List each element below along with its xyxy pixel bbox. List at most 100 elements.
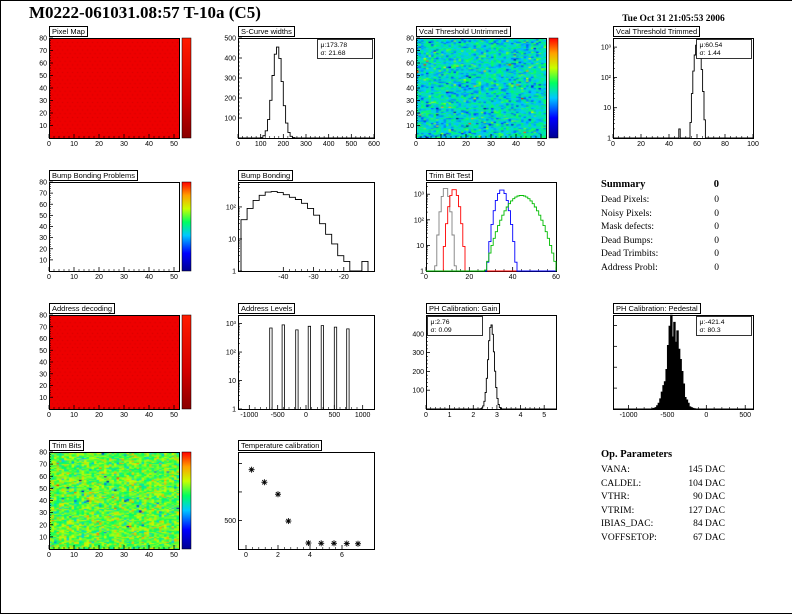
svg-text:20: 20 bbox=[95, 274, 103, 281]
svg-text:50: 50 bbox=[39, 73, 47, 80]
svg-text:10: 10 bbox=[70, 141, 78, 148]
op-param-row-caldel: CALDEL: 104 DAC bbox=[601, 478, 725, 492]
svg-text:μ:2.76: μ:2.76 bbox=[431, 319, 450, 326]
summary-row-address-probl: Address Probl: 0 bbox=[601, 262, 719, 276]
svg-text:500: 500 bbox=[224, 36, 236, 43]
summary-row-dead-trimbits: Dead Trimbits: 0 bbox=[601, 248, 719, 262]
svg-text:500: 500 bbox=[345, 141, 357, 148]
svg-text:0: 0 bbox=[244, 552, 248, 559]
svg-text:1000: 1000 bbox=[355, 412, 371, 419]
svg-text:20: 20 bbox=[95, 412, 103, 419]
svg-text:60: 60 bbox=[39, 474, 47, 481]
svg-text:500: 500 bbox=[739, 412, 751, 419]
summary-header-value: 0 bbox=[713, 179, 719, 190]
summary-value: 0 bbox=[714, 208, 719, 219]
svg-text:20: 20 bbox=[39, 111, 47, 118]
svg-text:σ: 80.3: σ: 80.3 bbox=[700, 327, 721, 334]
svg-text:0: 0 bbox=[47, 274, 51, 281]
svg-text:70: 70 bbox=[39, 324, 47, 331]
svg-text:2: 2 bbox=[471, 412, 475, 419]
svg-text:μ:60.54: μ:60.54 bbox=[700, 42, 723, 49]
svg-text:20: 20 bbox=[462, 141, 470, 148]
op-param-value: 90 DAC bbox=[693, 492, 725, 502]
svg-text:10: 10 bbox=[228, 378, 236, 385]
svg-text:3: 3 bbox=[495, 412, 499, 419]
svg-text:70: 70 bbox=[39, 191, 47, 198]
summary-value: 0 bbox=[714, 235, 719, 246]
op-param-label: CALDEL: bbox=[601, 478, 642, 489]
svg-text:80: 80 bbox=[721, 141, 729, 148]
svg-text:20: 20 bbox=[406, 111, 414, 118]
svg-text:-500: -500 bbox=[271, 412, 285, 419]
svg-text:5: 5 bbox=[542, 412, 546, 419]
svg-text:1: 1 bbox=[232, 407, 236, 414]
svg-text:30: 30 bbox=[406, 98, 414, 105]
summary-label: Dead Trimbits: bbox=[601, 249, 659, 259]
svg-text:1: 1 bbox=[232, 269, 236, 276]
svg-text:80: 80 bbox=[39, 36, 47, 43]
svg-text:0: 0 bbox=[611, 141, 615, 148]
svg-text:30: 30 bbox=[120, 412, 128, 419]
svg-text:10: 10 bbox=[416, 243, 424, 250]
svg-text:40: 40 bbox=[39, 360, 47, 367]
svg-text:50: 50 bbox=[170, 141, 178, 148]
plot-bump-problems: 0 10 20 30 40 50 10 20 30 40 50 60 70 80 bbox=[39, 180, 192, 281]
summary-value: 0 bbox=[714, 195, 719, 205]
svg-text:6: 6 bbox=[340, 552, 344, 559]
svg-text:40: 40 bbox=[39, 498, 47, 505]
plot-title-address-decoding: Address decoding bbox=[49, 303, 116, 314]
svg-text:10³: 10³ bbox=[601, 45, 612, 52]
svg-text:20: 20 bbox=[95, 552, 103, 559]
plot-vcal-trimmed: 0 20 40 60 80 100 1 10 10² 10³ μ:60.54σ: 1.44 bbox=[601, 38, 759, 148]
plot-title-temperature-calibration: Temperature calibration bbox=[238, 440, 323, 451]
summary-label: Mask defects: bbox=[601, 222, 655, 232]
op-param-row-vana: VANA: 145 DAC bbox=[601, 464, 725, 478]
svg-text:30: 30 bbox=[39, 98, 47, 105]
svg-text:10: 10 bbox=[70, 274, 78, 281]
svg-text:60: 60 bbox=[552, 274, 560, 281]
svg-text:10: 10 bbox=[437, 141, 445, 148]
plot-title-pixel-map: Pixel Map bbox=[49, 26, 88, 37]
summary-row-noisy-pixels: Noisy Pixels: 0 bbox=[601, 208, 719, 222]
svg-text:-1000: -1000 bbox=[240, 412, 258, 419]
summary-value: 0 bbox=[714, 222, 719, 232]
svg-text:40: 40 bbox=[39, 86, 47, 93]
svg-text:50: 50 bbox=[39, 486, 47, 493]
heatmap-vcal-untrimmed bbox=[416, 38, 546, 138]
svg-text:-1000: -1000 bbox=[620, 412, 638, 419]
op-param-row-voffsetop: VOFFSETOP: 67 DAC bbox=[601, 532, 725, 546]
svg-text:60: 60 bbox=[39, 202, 47, 209]
svg-text:2: 2 bbox=[276, 552, 280, 559]
svg-text:10³: 10³ bbox=[226, 321, 237, 328]
plot-title-address-levels: Address Levels bbox=[238, 303, 296, 314]
svg-text:70: 70 bbox=[39, 462, 47, 469]
svg-text:10²: 10² bbox=[601, 75, 612, 82]
svg-text:30: 30 bbox=[120, 274, 128, 281]
summary-value: 0 bbox=[714, 262, 719, 273]
plot-s-curve-widths: 0 100 200 300 400 500 600 100 200 300 400 500 μ:173.… bbox=[224, 36, 380, 149]
svg-text:10: 10 bbox=[228, 236, 236, 243]
summary-label: Dead Pixels: bbox=[601, 195, 650, 205]
plot-address-levels: -1000 -500 0 500 1000 1 10 10² 10³ bbox=[226, 315, 375, 419]
op-parameters-panel: Op. Parameters VANA: 145 DAC CALDEL: 104 D… bbox=[601, 449, 725, 545]
svg-text:60: 60 bbox=[406, 61, 414, 68]
svg-text:10²: 10² bbox=[226, 350, 237, 357]
plot-trim-bits: 0 10 20 30 40 50 10 20 30 40 50 60 70 80 bbox=[39, 450, 192, 559]
svg-text:20: 20 bbox=[465, 274, 473, 281]
plot-title-vcal-threshold-trimmed: Vcal Threshold Trimmed bbox=[613, 26, 701, 37]
svg-text:80: 80 bbox=[39, 313, 47, 320]
svg-text:0: 0 bbox=[424, 412, 428, 419]
svg-text:0: 0 bbox=[424, 274, 428, 281]
svg-text:20: 20 bbox=[95, 141, 103, 148]
page-title: M0222-061031.08:57 T-10a (C5) bbox=[29, 3, 261, 22]
svg-text:50: 50 bbox=[170, 274, 178, 281]
svg-text:0: 0 bbox=[47, 412, 51, 419]
heatmap-pixel-map bbox=[49, 38, 179, 138]
summary-value: 0 bbox=[714, 249, 719, 259]
svg-text:0: 0 bbox=[236, 141, 240, 148]
svg-text:60: 60 bbox=[39, 336, 47, 343]
svg-text:70: 70 bbox=[406, 48, 414, 55]
svg-text:40: 40 bbox=[145, 141, 153, 148]
svg-text:0: 0 bbox=[414, 141, 418, 148]
